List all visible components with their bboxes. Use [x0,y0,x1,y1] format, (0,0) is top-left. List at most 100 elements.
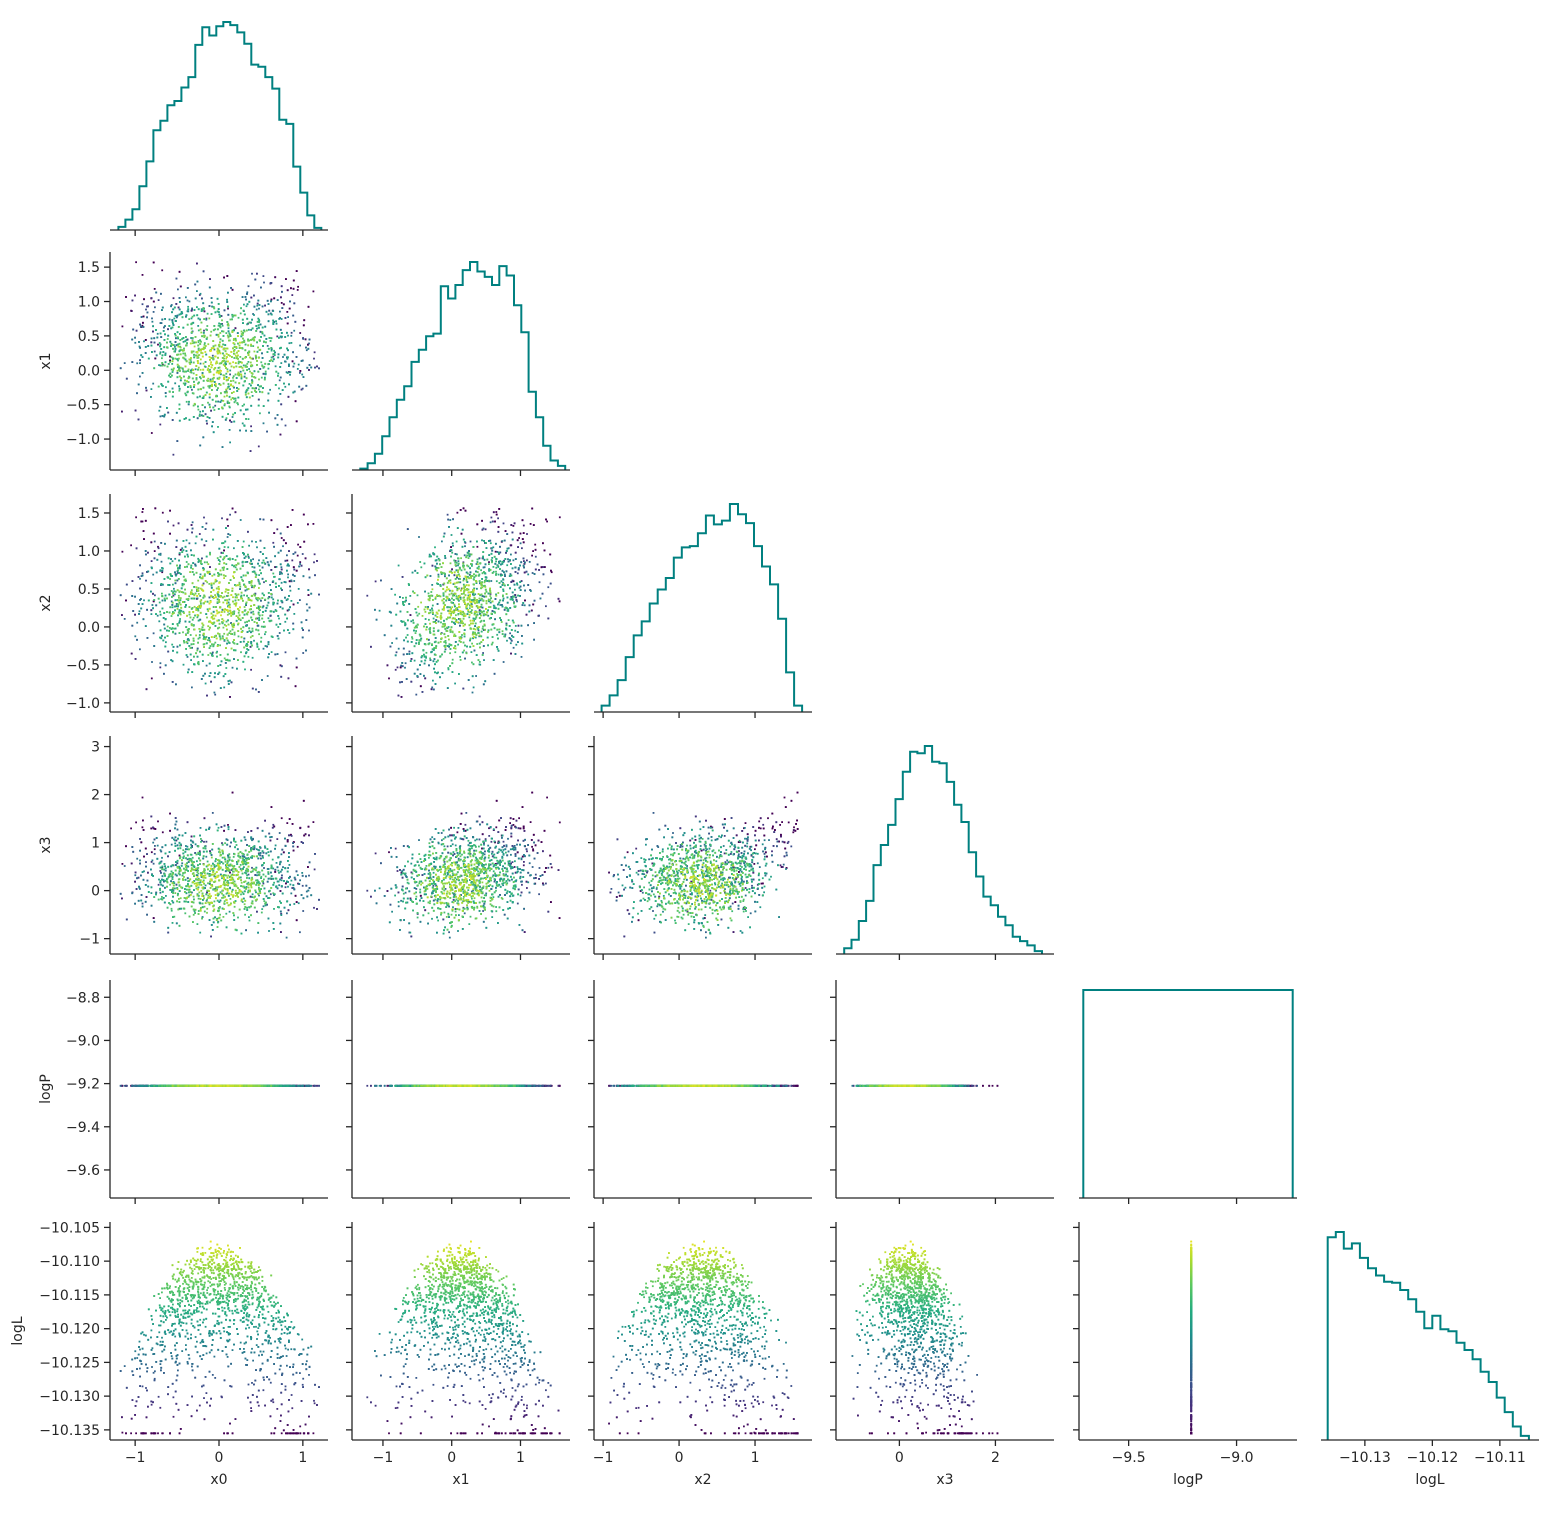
scatter-point [221,400,223,402]
scatter-point [216,372,218,374]
scatter-point [257,300,259,302]
scatter-point [200,329,202,331]
scatter-point [256,360,258,362]
scatter-point [183,376,185,378]
scatter-point [227,640,229,642]
scatter-point [200,388,202,390]
scatter-point [188,401,190,403]
panel-x2-vs-x1 [346,494,570,718]
scatter-point [136,392,138,394]
scatter-point [245,296,247,298]
scatter-point [206,642,208,644]
scatter-point [447,519,449,521]
scatter-point [209,417,211,419]
scatter-point [184,393,186,395]
scatter-point [205,361,207,363]
scatter-point [191,643,193,645]
scatter-point [267,597,269,599]
scatter-point [223,675,225,677]
scatter-point [224,546,226,548]
scatter-point [181,547,183,549]
scatter-point [262,578,264,580]
scatter-point [174,609,176,611]
scatter-point [251,382,253,384]
scatter-point [167,521,169,523]
scatter-point [125,296,127,298]
scatter-point [532,604,534,606]
scatter-point [189,419,191,421]
scatter-point [198,560,200,562]
scatter-point [283,539,285,541]
scatter-point [179,618,181,620]
scatter-point [251,273,253,275]
scatter-point [193,356,195,358]
scatter-point [170,659,172,661]
scatter-point [269,337,271,339]
scatter-point [262,567,264,569]
scatter-point [247,303,249,305]
scatter-point [207,639,209,641]
scatter-point [247,631,249,633]
scatter-point [527,584,529,586]
scatter-point [193,381,195,383]
scatter-point [402,576,404,578]
scatter-point [140,326,142,328]
scatter-point [249,371,251,373]
scatter-point [250,636,252,638]
scatter-point [209,641,211,643]
scatter-point [208,583,210,585]
scatter-point [189,611,191,613]
scatter-point [132,610,134,612]
scatter-point [235,374,237,376]
scatter-point [204,351,206,353]
scatter-point [284,354,286,356]
scatter-point [237,659,239,661]
scatter-point [239,586,241,588]
scatter-point [278,400,280,402]
scatter-point [282,608,284,610]
scatter-point [230,610,232,612]
scatter-point [138,384,140,386]
scatter-point [180,347,182,349]
scatter-point [532,572,534,574]
scatter-point [185,593,187,595]
scatter-point [259,339,261,341]
scatter-point [513,559,515,561]
scatter-point [220,384,222,386]
scatter-point [205,638,207,640]
scatter-point [174,333,176,335]
scatter-point [228,327,230,329]
scatter-point [409,651,411,653]
scatter-point [257,351,259,353]
scatter-point [263,519,265,521]
scatter-point [198,308,200,310]
scatter-point [203,270,205,272]
scatter-point [237,608,239,610]
scatter-point [263,275,265,277]
scatter-point [229,680,231,682]
scatter-point [542,593,544,595]
scatter-point [198,409,200,411]
scatter-point [279,311,281,313]
scatter-point [160,383,162,385]
scatter-point [222,416,224,418]
scatter-point [303,324,305,326]
scatter-point [175,341,177,343]
scatter-point [173,588,175,590]
scatter-point [494,618,496,620]
scatter-point [260,361,262,363]
scatter-point [222,635,224,637]
scatter-point [180,614,182,616]
scatter-point [517,546,519,548]
scatter-point [162,385,164,387]
scatter-point [485,528,487,530]
scatter-point [254,572,256,574]
scatter-point [278,337,280,339]
scatter-point [242,322,244,324]
scatter-x2-vs-x0 [120,507,320,697]
scatter-point [151,318,153,320]
scatter-point [222,446,224,448]
scatter-point [518,625,520,627]
scatter-point [152,325,154,327]
scatter-point [375,581,377,583]
